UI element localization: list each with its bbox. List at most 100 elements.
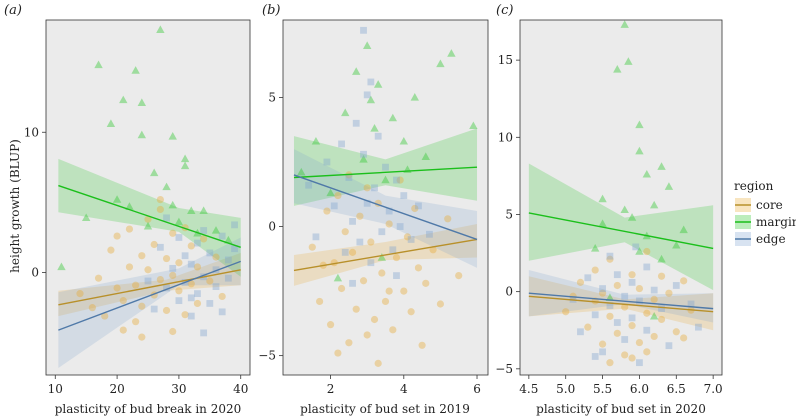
- panel-a-point-core-15: [144, 215, 152, 223]
- panel-a-point-core-20: [162, 306, 171, 315]
- panel-c-point-edge-6: [606, 302, 614, 309]
- legend-label-margin: margin: [756, 215, 796, 229]
- panel-a-point-core-0: [76, 290, 84, 298]
- panel-c-point-margin-20: [635, 146, 644, 155]
- panel-a-point-core-6: [113, 232, 121, 240]
- panel-b-point-core-21: [385, 220, 393, 228]
- panel-c-point-edge-8: [613, 319, 621, 326]
- panel-b-point-margin-14: [421, 152, 430, 161]
- panel-b-point-margin-8: [370, 124, 379, 132]
- panel-a-point-core-18: [156, 275, 164, 284]
- panel-b-point-margin-9: [373, 80, 383, 88]
- panel-c-point-core-28: [628, 354, 636, 362]
- panel-b-point-edge-12: [363, 91, 371, 99]
- panel-b-point-core-7: [341, 228, 349, 236]
- panel-b-point-core-16: [367, 238, 375, 246]
- panel-b-x-tick-label-2: 6: [473, 382, 481, 396]
- panel-c-x-tick-label-4: 6.5: [667, 382, 686, 396]
- panel-c-point-edge-9: [613, 271, 621, 279]
- panel-a-point-core-37: [138, 333, 146, 341]
- panel-c-point-edge-19: [658, 305, 665, 313]
- panel-a-point-margin-22: [168, 132, 177, 140]
- panel-c-point-margin-12: [657, 254, 666, 263]
- panel-a-x-ticks: 10 20 30 40: [48, 375, 248, 396]
- panel-b-band-edge: [293, 149, 478, 268]
- panel-a-point-core-36: [119, 326, 127, 334]
- panel-c-point-edge-20: [665, 342, 673, 350]
- panel-a-point-margin-8: [137, 130, 147, 139]
- panel-c-x-tick-label-2: 5.5: [593, 382, 612, 396]
- panel-a-fit-lines: [58, 184, 241, 331]
- panel-b-point-core-20: [381, 297, 390, 306]
- panel-c-x-tick-label-1: 5.0: [556, 382, 575, 396]
- panel-c-plot-area: [520, 20, 722, 375]
- panel-b-point-margin-15: [436, 59, 445, 68]
- legend-label-core: core: [756, 198, 783, 212]
- panel-a-point-edge-26: [163, 214, 170, 222]
- panel-a-point-core-30: [193, 263, 202, 271]
- legend-title: region: [734, 179, 774, 193]
- panel-b-point-edge-13: [367, 259, 375, 267]
- panel-a-point-edge-19: [218, 232, 226, 240]
- panel-b-x-tick-label-0: 2: [327, 382, 335, 396]
- legend-item-core: core: [735, 198, 783, 212]
- panel-a-point-core-29: [187, 242, 195, 250]
- panel-b-x-ticks: 2 4 6: [327, 375, 481, 396]
- panel-c-point-edge-10: [621, 292, 629, 300]
- panel-b-point-edge-22: [400, 192, 408, 199]
- panel-c-point-edge-3: [591, 311, 599, 319]
- panel-c-point-core-27: [606, 359, 614, 367]
- panel-c-point-core-14: [628, 322, 636, 330]
- panel-a-point-core-38: [156, 196, 164, 204]
- panel-b-point-core-26: [403, 233, 412, 241]
- panel-b-point-core-11: [352, 305, 360, 313]
- panel-c-y-ticks: −5 0 5 10 15: [495, 53, 520, 376]
- panel-a-point-core-13: [138, 302, 146, 310]
- panel-c-x-axis-label: plasticity of bud set in 2020: [536, 402, 706, 416]
- panel-b-fit-line-edge: [293, 174, 478, 241]
- panel-a-point-core-27: [181, 311, 189, 319]
- panel-a-x-tick-label-3: 40: [233, 382, 248, 396]
- panel-c-point-core-4: [591, 266, 599, 274]
- panel-b-point-edge-6: [345, 174, 353, 181]
- panel-b-x-axis-label: plasticity of bud set in 2019: [300, 402, 470, 416]
- panel-c-point-core-5: [598, 340, 607, 348]
- panel-b-point-margin-19: [377, 253, 387, 261]
- panel-a-point-core-33: [206, 277, 214, 285]
- panel-a-point-margin-12: [168, 200, 177, 209]
- panel-a-point-core-12: [138, 252, 146, 260]
- panel-b-point-edge-25: [426, 230, 433, 238]
- panel-c-point-margin-4: [624, 57, 633, 65]
- panel-c-point-margin-15: [679, 225, 688, 234]
- panel-b-point-margin-1: [311, 136, 321, 145]
- panel-a-point-core-7: [119, 297, 127, 305]
- panel-b-plot-area: [283, 20, 488, 375]
- panel-a-point-core-5: [113, 284, 121, 292]
- panel-b-point-margin-4: [352, 67, 361, 75]
- panel-a-point-margin-14: [180, 154, 190, 163]
- panel-c-point-edge-22: [687, 300, 695, 308]
- panel-a-point-edge-15: [206, 300, 214, 307]
- panel-a-point-core-34: [212, 253, 220, 261]
- panel-b-point-margin-18: [333, 273, 343, 282]
- panel-b-point-edge-5: [341, 248, 349, 256]
- panel-a-point-core-31: [193, 299, 202, 308]
- panel-b-point-core-17: [370, 315, 379, 324]
- panel-a-point-edge-22: [224, 274, 232, 282]
- panel-a-point-margin-2: [94, 60, 103, 69]
- panel-b-points: [297, 26, 478, 367]
- panel-c-point-edge-14: [636, 359, 643, 367]
- panel-b-point-edge-4: [338, 140, 345, 148]
- panel-a-x-tick-label-2: 30: [171, 382, 186, 396]
- panel-c-fit-line-core: [528, 295, 714, 313]
- panel-a-point-edge-21: [224, 256, 232, 264]
- panel-b-point-margin-0: [297, 167, 306, 176]
- panel-a-fit-line-edge: [58, 260, 241, 331]
- panel-a-point-edge-14: [200, 227, 208, 234]
- panel-c-band-edge: [528, 270, 714, 323]
- panel-c-point-margin-0: [598, 219, 607, 227]
- panel-c-point-core-2: [584, 323, 592, 331]
- panel-b-point-edge-17: [382, 163, 389, 171]
- panel-b-point-edge-27: [367, 78, 375, 86]
- panel-c-point-core-23: [665, 289, 673, 297]
